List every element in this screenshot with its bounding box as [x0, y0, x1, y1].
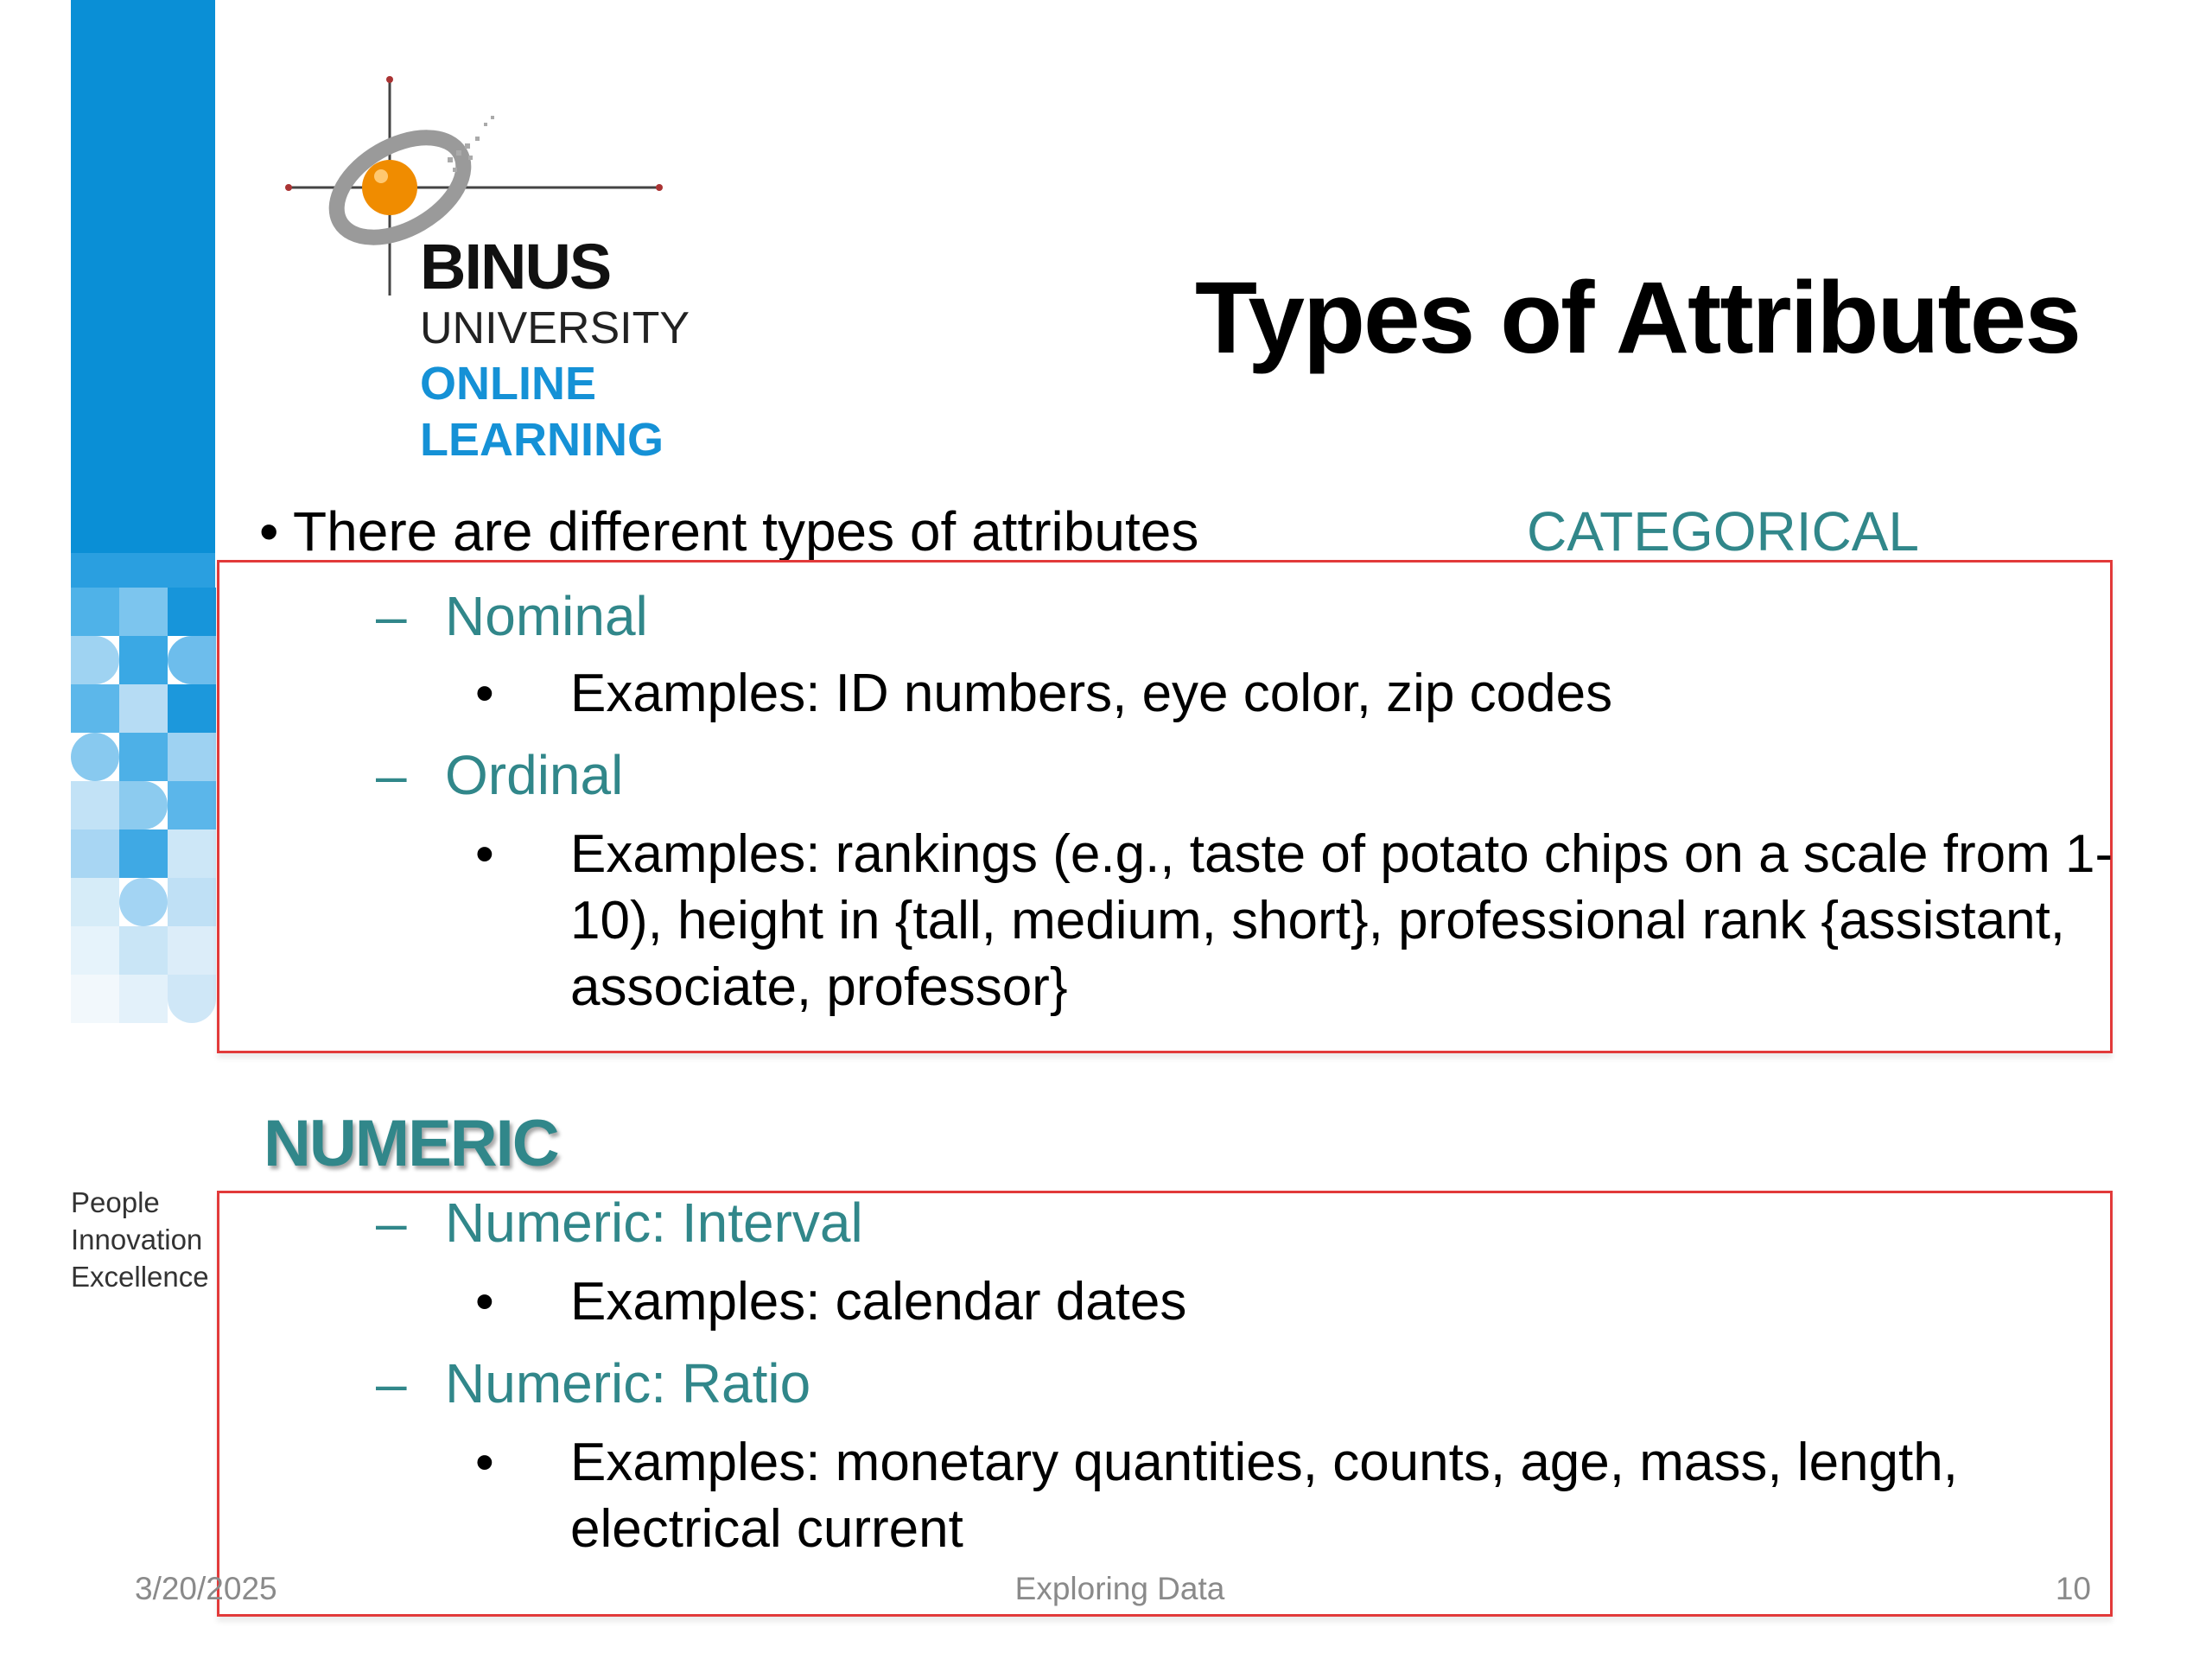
attribute-type-name: Ordinal — [445, 744, 624, 806]
tagline: People Innovation Excellence — [71, 1184, 209, 1295]
example-text: Examples: calendar dates — [570, 1272, 1187, 1332]
logo-university-text: UNIVERSITY — [420, 303, 690, 353]
example-text: Examples: monetary quantities, counts, a… — [570, 1433, 1958, 1559]
dash-marker: – — [376, 1192, 407, 1254]
attribute-type-name: Numeric: Interval — [445, 1192, 863, 1254]
numeric-box — [217, 1191, 2113, 1617]
logo-online-text: ONLINE — [420, 358, 597, 410]
attribute-type-name: Nominal — [445, 585, 648, 647]
bullet-marker: • — [475, 824, 494, 884]
dash-marker: – — [376, 744, 407, 806]
categorical-box — [217, 560, 2113, 1053]
bullet-marker: • — [475, 664, 494, 723]
dash-marker: – — [376, 1352, 407, 1414]
tagline-people: People — [71, 1186, 160, 1218]
footer-title: Exploring Data — [1014, 1571, 1225, 1606]
intro-bullet-text: There are different types of attributes — [293, 500, 1199, 563]
binus-logo: BINUS UNIVERSITY ONLINE LEARNING — [283, 71, 715, 477]
logo-learning-text: LEARNING — [420, 414, 664, 466]
bullet-marker: • — [475, 1272, 494, 1332]
intro-bullet: • There are different types of attribute… — [259, 500, 1199, 563]
brand-mosaic-decoration — [71, 553, 216, 1123]
attribute-type-name: Numeric: Ratio — [445, 1352, 811, 1414]
footer-date: 3/20/2025 — [135, 1571, 277, 1606]
dash-marker: – — [376, 585, 407, 647]
tagline-innovation: Innovation — [71, 1224, 203, 1255]
example-text: Examples: ID numbers, eye color, zip cod… — [570, 664, 1613, 723]
footer-page-number: 10 — [2055, 1571, 2091, 1606]
logo-binus-text: BINUS — [420, 231, 612, 302]
example-text: Examples: rankings (e.g., taste of potat… — [570, 824, 2113, 1017]
numeric-label: NUMERIC — [264, 1107, 560, 1180]
categorical-label: CATEGORICAL — [1527, 500, 1919, 563]
slide-title: Types of Attributes — [1195, 261, 2082, 375]
tagline-excellence: Excellence — [71, 1261, 209, 1293]
logo-crosshair-icon — [285, 76, 663, 296]
brand-sidebar-bar — [71, 0, 215, 553]
bullet-marker: • — [475, 1433, 494, 1492]
